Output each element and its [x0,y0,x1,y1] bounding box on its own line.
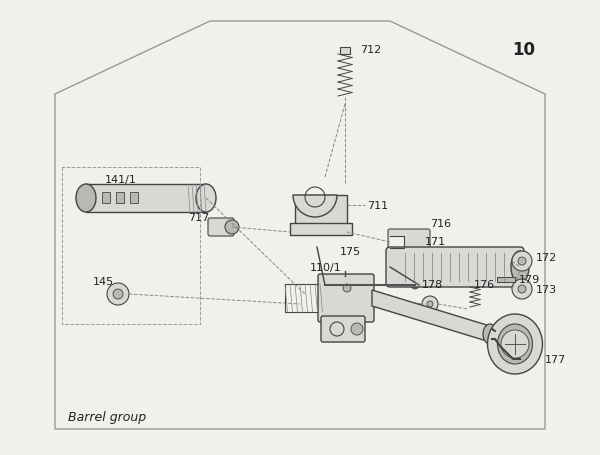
FancyBboxPatch shape [295,196,347,228]
Circle shape [351,324,363,335]
FancyBboxPatch shape [388,229,430,255]
Text: 176: 176 [474,279,495,289]
Text: 10: 10 [512,41,535,59]
Circle shape [501,330,529,358]
FancyBboxPatch shape [86,185,206,212]
Bar [285,284,323,312]
Circle shape [518,285,526,293]
Text: 110/1: 110/1 [310,263,342,273]
FancyBboxPatch shape [321,316,365,342]
Circle shape [411,281,419,289]
Ellipse shape [511,252,529,283]
Text: 179: 179 [519,274,540,284]
Polygon shape [372,290,490,342]
Circle shape [225,221,239,234]
Bar [130,192,138,203]
Circle shape [512,279,532,299]
Text: 145: 145 [93,276,114,286]
Text: 141/1: 141/1 [105,175,137,185]
Text: 178: 178 [422,279,443,289]
Bar [497,278,515,283]
Circle shape [107,283,129,305]
Text: 172: 172 [536,253,557,263]
Ellipse shape [196,185,216,212]
Ellipse shape [497,324,533,364]
Text: 177: 177 [545,354,566,364]
Bar [340,48,350,55]
FancyBboxPatch shape [386,248,524,288]
Wedge shape [293,196,337,217]
Ellipse shape [487,314,542,374]
FancyBboxPatch shape [318,274,374,322]
Polygon shape [390,237,404,248]
Text: 171: 171 [425,237,446,247]
Circle shape [512,252,532,271]
Text: 173: 173 [536,284,557,294]
FancyBboxPatch shape [290,223,352,236]
Text: 175: 175 [340,247,361,257]
Circle shape [113,289,123,299]
Ellipse shape [483,324,497,344]
Circle shape [427,301,433,307]
Circle shape [518,258,526,265]
FancyBboxPatch shape [208,218,234,237]
Circle shape [422,296,438,312]
Text: Barrel group: Barrel group [68,410,146,424]
Text: 716: 716 [430,218,451,228]
Text: 712: 712 [360,45,381,55]
Circle shape [343,284,351,293]
Text: 717: 717 [188,212,209,222]
Bar [116,192,124,203]
Ellipse shape [76,185,96,212]
Text: 711: 711 [367,201,388,211]
Bar [102,192,110,203]
